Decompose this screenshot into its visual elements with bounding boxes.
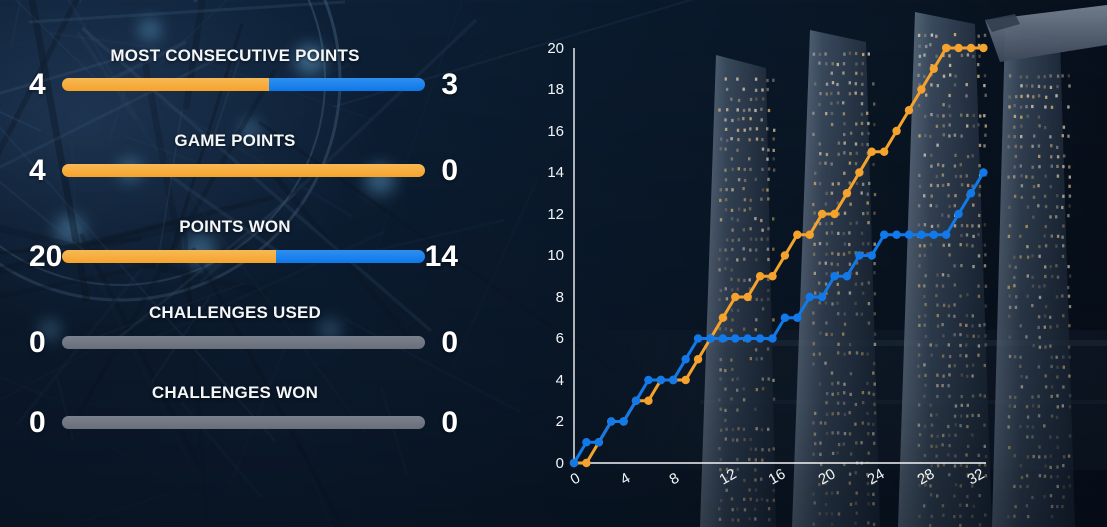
svg-text:20: 20 [547, 40, 564, 57]
svg-text:16: 16 [547, 123, 564, 140]
svg-text:32: 32 [965, 465, 988, 488]
svg-text:12: 12 [547, 206, 564, 223]
svg-text:28: 28 [915, 465, 938, 488]
svg-text:0: 0 [556, 455, 564, 472]
svg-text:12: 12 [717, 465, 740, 488]
svg-text:0: 0 [568, 470, 584, 489]
svg-text:8: 8 [667, 470, 683, 489]
svg-text:2: 2 [556, 413, 564, 430]
svg-text:10: 10 [547, 247, 564, 264]
svg-text:16: 16 [766, 465, 789, 488]
svg-text:6: 6 [556, 330, 564, 347]
svg-text:4: 4 [618, 470, 634, 489]
svg-text:24: 24 [865, 465, 888, 488]
svg-text:4: 4 [556, 372, 564, 389]
svg-text:14: 14 [547, 164, 564, 181]
svg-text:18: 18 [547, 81, 564, 98]
svg-text:8: 8 [556, 289, 564, 306]
svg-text:20: 20 [816, 465, 839, 488]
